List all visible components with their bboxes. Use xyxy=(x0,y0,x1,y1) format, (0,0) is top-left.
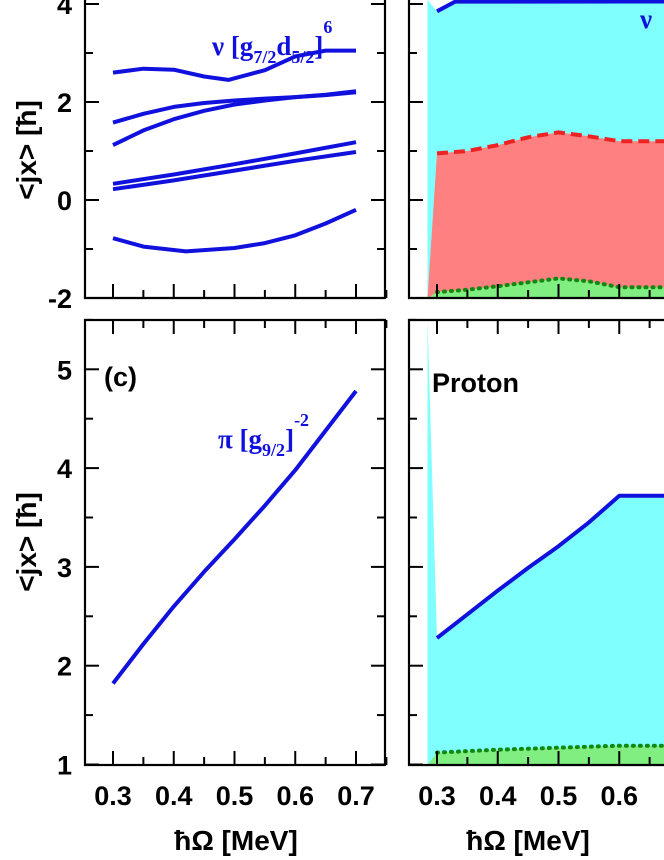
frame-bottom-right xyxy=(407,318,664,767)
ytick-label-bottom-left: 5 xyxy=(57,355,72,385)
ylabel-top-left: <jx> [ħ] xyxy=(11,100,42,200)
axis-ticks xyxy=(85,3,651,766)
ytick-label-top-left: 4 xyxy=(57,0,72,20)
annotation-top-left: ν [g7/2d5/2]6 xyxy=(211,17,332,67)
series-top-right-line-2 xyxy=(436,130,664,156)
panel-top-right-plot xyxy=(427,0,664,298)
panel-label-proton: Proton xyxy=(432,368,519,398)
series-bottom-right-line-1 xyxy=(435,493,664,640)
panel-bottom-right-plot xyxy=(427,320,664,765)
xlabel-bottom-left: ħΩ [MeV] xyxy=(174,825,298,856)
xtick-label-bottom-left: 0.6 xyxy=(276,781,314,811)
ytick-label-top-left: 0 xyxy=(57,186,72,216)
panel-label-c: (c) xyxy=(104,362,137,392)
ytick-label-bottom-left: 3 xyxy=(57,553,72,583)
panel-top-left-plot xyxy=(112,48,357,254)
series-top-left-line-5 xyxy=(112,150,357,192)
xtick-label-bottom-left: 0.7 xyxy=(337,781,375,811)
series-top-left-line-1 xyxy=(112,48,356,82)
series-top-right-fill-3 xyxy=(427,278,664,298)
xlabel-bottom-right: ħΩ [MeV] xyxy=(466,825,590,856)
panel-bottom-left-plot xyxy=(111,389,358,685)
series-top-right-line-3 xyxy=(435,276,664,295)
ylabel-bottom-left: <jx> [ħ] xyxy=(11,492,42,592)
series-top-left-line-4 xyxy=(112,140,357,186)
annotation-bottom-left: π [g9/2]-2 xyxy=(218,410,309,460)
series-bottom-right-fill-1 xyxy=(427,320,664,765)
series-top-right-fill-2 xyxy=(427,132,664,298)
ytick-label-bottom-left: 2 xyxy=(57,652,72,682)
xtick-label-bottom-right: 0.3 xyxy=(418,781,456,811)
xtick-label-bottom-right: 0.4 xyxy=(479,781,517,811)
series-bottom-right-line-2 xyxy=(435,743,664,755)
xtick-label-bottom-right: 0.6 xyxy=(600,781,638,811)
xtick-label-bottom-left: 0.5 xyxy=(216,781,254,811)
ytick-label-bottom-left: 1 xyxy=(57,751,72,781)
xtick-label-bottom-left: 0.3 xyxy=(94,781,132,811)
xtick-label-bottom-left: 0.4 xyxy=(155,781,193,811)
series-top-left-line-6 xyxy=(112,207,357,254)
series-top-left-line-3 xyxy=(112,89,357,147)
ytick-label-bottom-left: 4 xyxy=(57,454,72,484)
xtick-label-bottom-right: 0.5 xyxy=(540,781,578,811)
annotation-top-right: ν xyxy=(639,4,652,34)
ytick-label-top-left: 2 xyxy=(57,88,72,118)
ytick-label-top-left: -2 xyxy=(48,284,72,314)
series-top-right-line-1 xyxy=(436,0,664,14)
series-bottom-left-line-1 xyxy=(111,389,358,685)
